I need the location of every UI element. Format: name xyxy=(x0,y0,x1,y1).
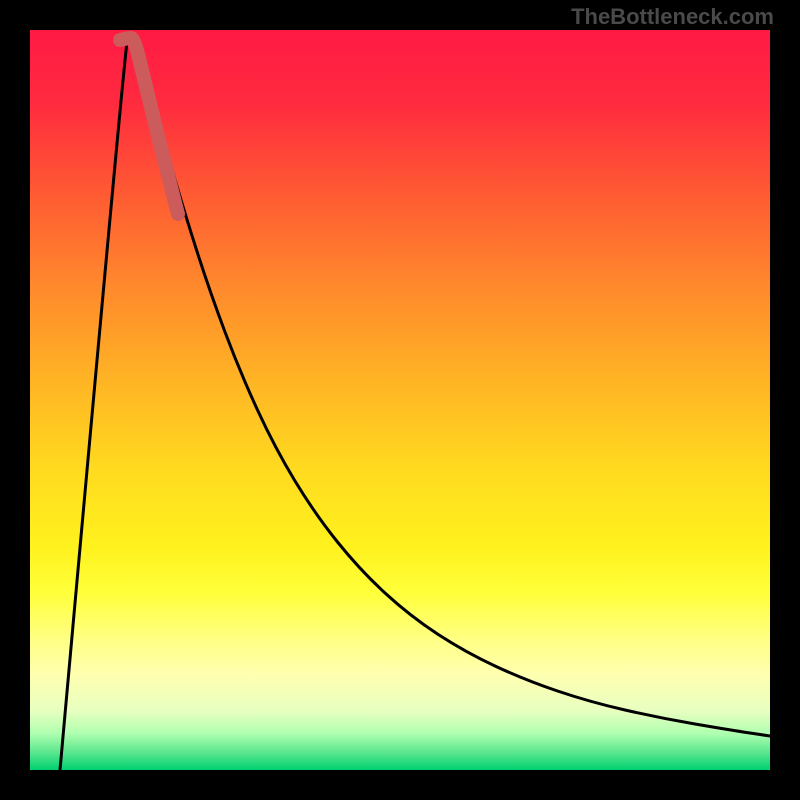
chart-svg xyxy=(30,30,770,770)
highlight-segment xyxy=(120,38,178,214)
plot-area xyxy=(30,30,770,770)
watermark-text: TheBottleneck.com xyxy=(571,4,774,30)
